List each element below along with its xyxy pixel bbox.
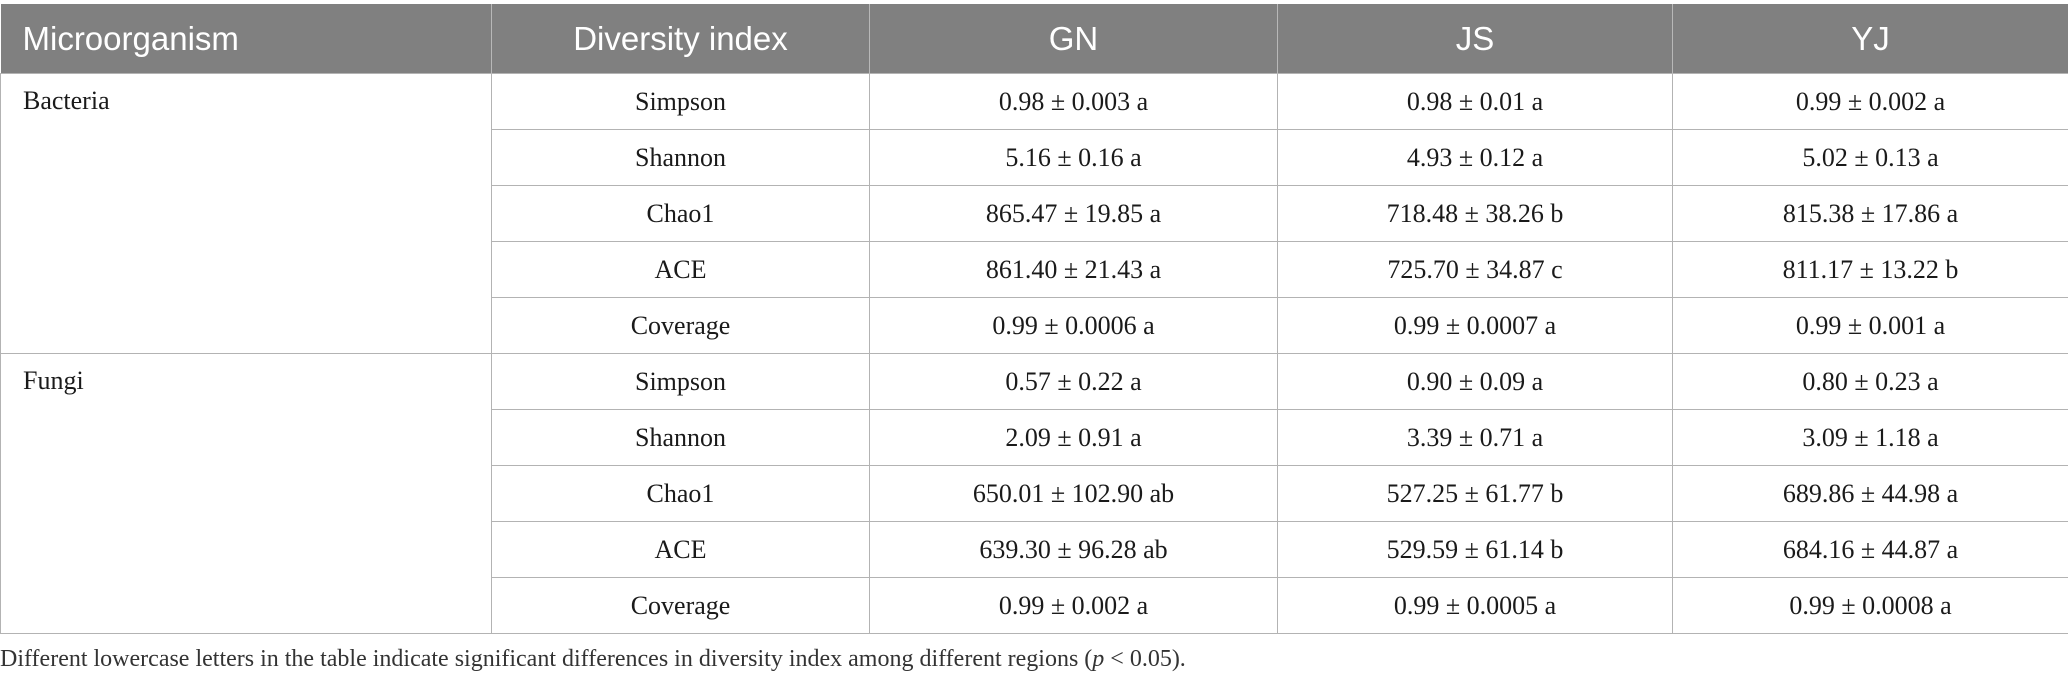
diversity-index-cell: Simpson [491,73,870,130]
yj-value-cell: 0.80 ± 0.23 a [1672,353,2068,410]
gn-value-cell: 0.57 ± 0.22 a [869,353,1278,410]
gn-value-cell: 0.99 ± 0.0006 a [869,297,1278,354]
yj-value-cell: 684.16 ± 44.87 a [1672,521,2068,578]
gn-value-cell: 650.01 ± 102.90 ab [869,465,1278,522]
microorganism-group-cell: Fungi [0,353,492,634]
yj-value-cell: 3.09 ± 1.18 a [1672,409,2068,466]
gn-value-cell: 639.30 ± 96.28 ab [869,521,1278,578]
table-row: Shannon 2.09 ± 0.91 a 3.39 ± 0.71 a 3.09 ± … [1,409,2068,466]
yj-value-cell: 815.38 ± 17.86 a [1672,185,2068,242]
js-value-cell: 527.25 ± 61.77 b [1277,465,1673,522]
js-value-cell: 3.39 ± 0.71 a [1277,409,1673,466]
yj-value-cell: 0.99 ± 0.002 a [1672,73,2068,130]
microorganism-group-cell: Bacteria [0,73,492,354]
table-row: Bacteria Simpson 0.98 ± 0.003 a 0.98 ± 0.01… [0,73,2068,354]
header-js: JS [1277,4,1673,74]
gn-value-cell: 5.16 ± 0.16 a [869,129,1278,186]
table-row: Fungi Simpson 0.57 ± 0.22 a 0.90 ± 0.09 a 0.… [0,353,2068,634]
gn-value-cell: 865.47 ± 19.85 a [869,185,1278,242]
diversity-table: Microorganism Diversity index GN JS YJ B… [0,4,2068,634]
diversity-index-cell: Coverage [491,577,870,634]
diversity-index-cell: Chao1 [491,185,870,242]
table-row: ACE 639.30 ± 96.28 ab 529.59 ± 61.14 b 684.… [1,521,2068,578]
diversity-index-cell: Coverage [491,297,870,354]
gn-value-cell: 861.40 ± 21.43 a [869,241,1278,298]
js-value-cell: 4.93 ± 0.12 a [1277,129,1673,186]
js-value-cell: 0.99 ± 0.0005 a [1277,577,1673,634]
footnote-text-after: < 0.05). [1104,646,1186,672]
yj-value-cell: 811.17 ± 13.22 b [1672,241,2068,298]
table-header: Microorganism Diversity index GN JS YJ [0,4,2068,74]
js-value-cell: 725.70 ± 34.87 c [1277,241,1673,298]
diversity-index-cell: Simpson [491,353,870,410]
yj-value-cell: 0.99 ± 0.0008 a [1672,577,2068,634]
diversity-index-cell: Shannon [491,409,870,466]
js-value-cell: 0.90 ± 0.09 a [1277,353,1673,410]
table-footnote: Different lowercase letters in the table… [0,646,1186,673]
diversity-index-cell: ACE [491,241,870,298]
header-row: Microorganism Diversity index GN JS YJ [0,4,2068,74]
footnote-p-symbol: p [1092,646,1105,672]
diversity-index-cell: Shannon [491,129,870,186]
yj-value-cell: 5.02 ± 0.13 a [1672,129,2068,186]
diversity-table-container: Microorganism Diversity index GN JS YJ B… [0,4,2068,634]
table-row: ACE 861.40 ± 21.43 a 725.70 ± 34.87 c 811.1… [1,241,2068,298]
diversity-index-cell: ACE [491,521,870,578]
yj-value-cell: 0.99 ± 0.001 a [1672,297,2068,354]
header-gn: GN [869,4,1278,74]
table-row: Coverage 0.99 ± 0.0006 a 0.99 ± 0.0007 a 0.… [1,297,2068,354]
table-body: Bacteria Simpson 0.98 ± 0.003 a 0.98 ± 0.01… [0,73,2068,634]
js-value-cell: 0.99 ± 0.0007 a [1277,297,1673,354]
diversity-index-cell: Chao1 [491,465,870,522]
header-diversity-index: Diversity index [491,4,870,74]
gn-value-cell: 0.99 ± 0.002 a [869,577,1278,634]
gn-value-cell: 0.98 ± 0.003 a [869,73,1278,130]
yj-value-cell: 689.86 ± 44.98 a [1672,465,2068,522]
js-value-cell: 0.98 ± 0.01 a [1277,73,1673,130]
js-value-cell: 718.48 ± 38.26 b [1277,185,1673,242]
header-yj: YJ [1672,4,2068,74]
js-value-cell: 529.59 ± 61.14 b [1277,521,1673,578]
header-microorganism: Microorganism [0,4,492,74]
footnote-text-before: Different lowercase letters in the table… [0,646,1093,672]
gn-value-cell: 2.09 ± 0.91 a [869,409,1278,466]
table-row: Coverage 0.99 ± 0.002 a 0.99 ± 0.0005 a 0.9… [1,577,2068,634]
